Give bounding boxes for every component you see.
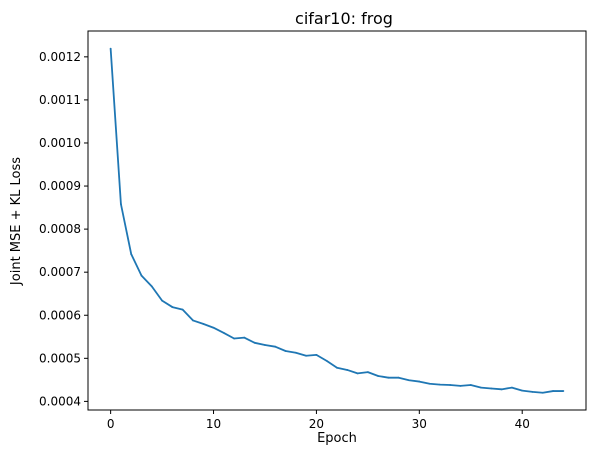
data-point: [531, 391, 534, 393]
y-axis-label: Joint MSE + KL Loss: [9, 157, 24, 286]
x-tick-label: 20: [309, 417, 324, 431]
y-tick-label: 0.0007: [39, 265, 81, 279]
y-tick-label: 0.0011: [39, 93, 81, 107]
y-tick-label: 0.0004: [39, 394, 81, 408]
y-tick-label: 0.0012: [39, 50, 81, 64]
data-point: [202, 322, 205, 325]
data-point: [212, 326, 215, 329]
x-tick-label: 40: [515, 417, 530, 431]
x-tick-label: 10: [206, 417, 221, 431]
data-point: [500, 388, 503, 391]
data-point: [541, 391, 544, 394]
data-point: [521, 389, 524, 392]
data-point: [511, 386, 513, 389]
data-point: [346, 369, 349, 371]
data-point: [233, 337, 236, 340]
plot-area: [109, 47, 565, 394]
data-point: [366, 371, 369, 373]
data-point: [459, 384, 462, 387]
data-point: [438, 383, 441, 386]
axes-frame: [87, 30, 587, 411]
chart-title: cifar10: frog: [295, 9, 393, 28]
y-tick-label: 0.0010: [39, 136, 81, 150]
data-point: [264, 344, 266, 346]
data-point: [140, 274, 143, 277]
data-point: [109, 47, 112, 50]
x-axis: 0 10 20 30 40: [107, 410, 530, 431]
data-point: [336, 366, 338, 369]
data-point: [284, 350, 287, 352]
data-point: [408, 379, 410, 382]
data-point: [449, 384, 452, 386]
data-point: [120, 203, 122, 206]
data-point: [397, 376, 400, 379]
data-point: [192, 319, 194, 322]
data-point: [171, 306, 174, 308]
data-point: [315, 353, 318, 356]
data-point: [161, 299, 163, 302]
data-point: [294, 351, 297, 354]
data-point: [480, 386, 482, 389]
data-point: [305, 354, 308, 357]
y-tick-label: 0.0006: [39, 308, 81, 322]
x-tick-label: 30: [412, 417, 427, 431]
y-tick-label: 0.0009: [39, 179, 81, 193]
data-point: [490, 387, 493, 390]
data-point: [377, 375, 380, 377]
data-point: [356, 372, 359, 375]
data-point: [325, 360, 328, 362]
data-point: [552, 390, 554, 392]
data-point: [222, 332, 225, 334]
y-axis: 0.0004 0.0005 0.0006 0.0007 0.0008 0.0009 0.00…: [39, 50, 88, 408]
data-point: [274, 345, 277, 348]
data-point: [428, 382, 431, 385]
data-point: [418, 380, 421, 383]
data-point: [130, 253, 133, 255]
x-axis-label: Epoch: [317, 431, 357, 446]
data-point: [253, 341, 256, 344]
y-tick-label: 0.0005: [39, 351, 81, 365]
data-point: [562, 390, 565, 392]
x-tick-label: 0: [107, 417, 115, 431]
y-tick-label: 0.0008: [39, 222, 81, 236]
data-point: [150, 285, 153, 288]
data-point: [387, 376, 390, 379]
data-point: [243, 336, 246, 339]
data-point: [469, 384, 472, 386]
data-point: [181, 308, 184, 311]
